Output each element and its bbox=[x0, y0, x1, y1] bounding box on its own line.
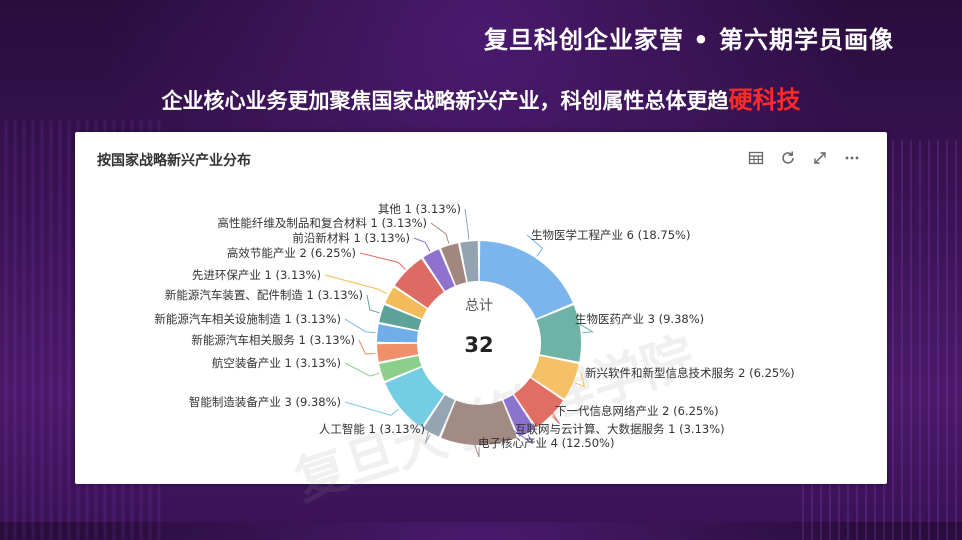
leader-line-17 bbox=[464, 208, 470, 240]
subtitle-text: 企业核心业务更加聚焦国家战略新兴产业，科创属性总体更趋 bbox=[161, 89, 729, 113]
pie-slice-10[interactable] bbox=[377, 343, 419, 362]
chart-card: 按国家战略新兴产业分布 复旦大学管理学院 生物医学工程产业 6 (18.75%)… bbox=[75, 132, 887, 513]
leader-line-1 bbox=[526, 234, 543, 257]
leader-line-16 bbox=[430, 222, 450, 244]
center-label: 总计 bbox=[465, 298, 493, 314]
pie-slice-17[interactable] bbox=[460, 241, 479, 283]
leader-line-5 bbox=[510, 428, 534, 444]
leader-line-7 bbox=[424, 428, 431, 444]
slice-label-2: 生物医药产业 3 (9.38%) bbox=[575, 312, 704, 326]
slice-label-11: 新能源汽车相关设施制造 1 (3.13%) bbox=[154, 312, 341, 326]
pie-slice-12[interactable] bbox=[379, 305, 422, 331]
leader-line-10 bbox=[358, 339, 376, 355]
leader-line-9 bbox=[344, 362, 380, 377]
slice-label-15: 前沿新材料 1 (3.13%) bbox=[292, 231, 410, 245]
slice-label-1: 生物医学工程产业 6 (18.75%) bbox=[531, 228, 690, 242]
leader-line-13 bbox=[324, 274, 388, 295]
pie-slice-8[interactable] bbox=[385, 367, 444, 428]
pie-slice-1[interactable] bbox=[479, 241, 573, 319]
leader-line-2 bbox=[570, 318, 595, 334]
donut-chart: 生物医学工程产业 6 (18.75%) 生物医药产业 3 (9.38%) 新兴软件和… bbox=[154, 202, 795, 458]
leader-line-15 bbox=[413, 237, 431, 252]
pie-slice-14[interactable] bbox=[394, 258, 444, 308]
more-icon[interactable] bbox=[843, 150, 861, 168]
card-title: 按国家战略新兴产业分布 bbox=[97, 153, 251, 169]
pie-slice-4[interactable] bbox=[514, 378, 564, 428]
slice-label-14: 高效节能产业 2 (6.25%) bbox=[227, 246, 356, 260]
subtitle-highlight: 硬科技 bbox=[728, 86, 801, 114]
leader-line-11 bbox=[344, 318, 376, 334]
leader-line-14 bbox=[359, 252, 406, 270]
table-icon[interactable] bbox=[747, 150, 765, 168]
leader-line-3 bbox=[574, 372, 586, 388]
slice-label-17: 其他 1 (3.13%) bbox=[378, 202, 461, 216]
slice-label-13: 先进环保产业 1 (3.13%) bbox=[192, 268, 321, 282]
slice-label-7: 人工智能 1 (3.13%) bbox=[319, 422, 425, 436]
pie-slice-7[interactable] bbox=[423, 394, 455, 437]
pie-slice-6[interactable] bbox=[441, 400, 517, 446]
pie-slice-3[interactable] bbox=[530, 355, 579, 399]
refresh-icon[interactable] bbox=[779, 150, 797, 168]
center-total: 32 bbox=[464, 333, 493, 357]
leader-line-6 bbox=[473, 442, 480, 458]
slice-label-10: 新能源汽车相关服务 1 (3.13%) bbox=[191, 333, 355, 347]
slice-label-5: 互联网与云计算、大数据服务 1 (3.13%) bbox=[515, 422, 725, 436]
slice-label-4: 下一代信息网络产业 2 (6.25%) bbox=[555, 404, 719, 418]
pie-slice-11[interactable] bbox=[377, 324, 419, 343]
slice-label-12: 新能源汽车装置、配件制造 1 (3.13%) bbox=[165, 288, 363, 302]
pie-slice-15[interactable] bbox=[423, 249, 455, 292]
pie-slice-13[interactable] bbox=[385, 287, 428, 319]
pie-slice-9[interactable] bbox=[379, 355, 422, 381]
subtitle: 企业核心业务更加聚焦国家战略新兴产业，科创属性总体更趋硬科技 bbox=[0, 80, 962, 115]
pie-slice-2[interactable] bbox=[536, 305, 581, 362]
expand-icon[interactable] bbox=[811, 150, 829, 168]
slice-label-3: 新兴软件和新型信息技术服务 2 (6.25%) bbox=[585, 366, 795, 380]
slice-label-8: 智能制造装备产业 3 (9.38%) bbox=[189, 395, 341, 409]
leader-line-12 bbox=[366, 294, 380, 314]
slice-label-6: 电子核心产业 4 (12.50%) bbox=[478, 436, 614, 450]
header-title: 复旦科创企业家营 • 第六期学员画像 bbox=[483, 26, 894, 54]
slice-label-9: 航空装备产业 1 (3.13%) bbox=[212, 356, 341, 370]
pie-slice-16[interactable] bbox=[441, 243, 467, 286]
card-toolbar bbox=[747, 150, 861, 168]
slice-label-16: 高性能纤维及制品和复合材料 1 (3.13%) bbox=[217, 216, 427, 230]
pie-slice-5[interactable] bbox=[503, 394, 535, 437]
leader-line-4 bbox=[550, 410, 561, 424]
leader-line-8 bbox=[344, 401, 399, 416]
